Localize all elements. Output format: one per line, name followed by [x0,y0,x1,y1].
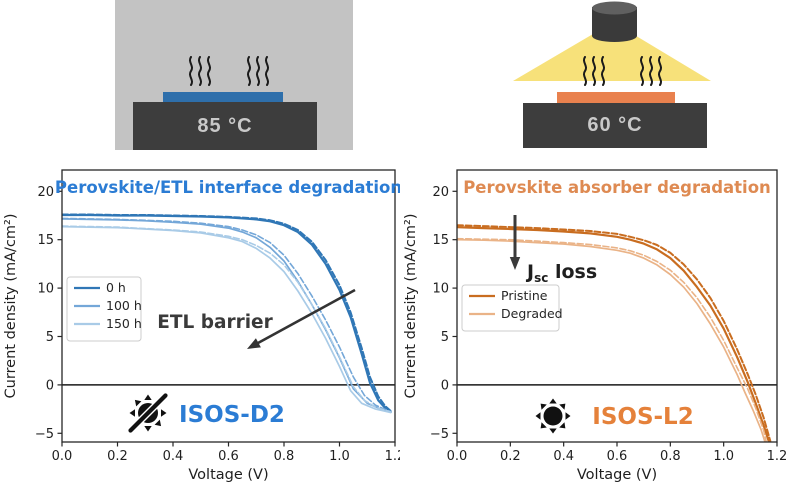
x-tick-label: 0.2 [500,449,521,464]
x-axis-label: Voltage (V) [577,467,657,483]
badge-label: ISOS-L2 [592,404,693,430]
chart-title: Perovskite absorber degradation [463,178,771,197]
x-tick-label: 0.2 [107,449,128,464]
hotplate-temperature: 85 °C [197,114,253,137]
x-tick-label: 0.8 [274,449,295,464]
x-tick-label: 0.4 [163,449,184,464]
y-tick-label: −5 [430,427,449,442]
annotation-arrow [256,288,356,345]
sample-bar-blue [163,92,283,103]
x-tick-label: 1.0 [329,449,350,464]
x-tick-label: 0.0 [447,449,468,464]
y-tick-label: 15 [37,233,54,248]
y-axis-label: Current density (mA/cm²) [3,214,19,399]
dark-heat-schematic: 85 °C [115,0,353,150]
legend-label: 100 h [106,298,142,313]
x-tick-label: 1.2 [767,449,788,464]
chart-title: Perovskite/ETL interface degradation [55,178,400,197]
hotplate: 85 °C [133,102,317,150]
light-soak-schematic: 60 °C [490,0,730,152]
x-tick-label: 0.4 [553,449,574,464]
dark-crossed-sun-icon [128,393,168,433]
sun-icon [535,398,571,434]
legend-label: 0 h [106,280,126,295]
annotation-arrow-head [509,257,521,270]
badge-label: ISOS-D2 [179,402,285,428]
y-tick-label: 15 [432,233,449,248]
series-line-0-h-reverse [62,213,392,412]
annotation-text: ETL barrier [157,312,273,333]
y-axis-label: Current density (mA/cm²) [403,214,419,399]
series-line-pristine-reverse [457,224,772,442]
jv-chart-isos-l2: 0.0 0.2 0.4 0.6 0.8 1.0 1.2 −5 0 5 10 15 20 Voltage (… [403,169,788,483]
jv-chart-isos-d2: 0.0 0.2 0.4 0.6 0.8 1.0 1.2 −5 0 5 10 15 20 Voltage (… [3,169,400,483]
series-line-150-h-reverse [62,225,392,413]
x-tick-label: 0.6 [607,449,628,464]
y-tick-label: 10 [432,282,449,297]
heat-waves-icon [580,56,608,86]
hotplate: 60 °C [523,103,707,148]
hotplate-temperature: 60 °C [587,114,643,136]
sample-bar-orange [557,92,675,103]
legend-label: Pristine [501,288,548,303]
x-tick-label: 1.2 [385,449,400,464]
series-line-degraded-forward [457,238,766,442]
x-tick-label: 0.0 [52,449,73,464]
heat-waves-icon [186,56,214,86]
y-tick-label: 0 [441,378,449,393]
legend-label: Degraded [501,306,563,321]
series-line-pristine-forward [457,226,771,442]
heat-waves-icon [244,56,272,86]
x-tick-label: 1.0 [713,449,734,464]
series-line-100-h-reverse [62,217,392,413]
y-tick-label: 5 [441,330,449,345]
lamp-top [592,1,637,15]
y-tick-label: −5 [35,427,54,442]
annotation-text: Jsc loss [525,261,597,285]
y-tick-label: 0 [46,378,54,393]
y-tick-label: 20 [37,185,54,200]
annotation-arrow-head [247,338,261,349]
y-tick-label: 5 [46,330,54,345]
legend-label: 150 h [106,316,142,331]
series-line-degraded-reverse [457,237,768,442]
x-axis-label: Voltage (V) [188,467,268,483]
x-tick-label: 0.8 [660,449,681,464]
y-tick-label: 20 [432,185,449,200]
x-tick-label: 0.6 [218,449,239,464]
y-tick-label: 10 [37,282,54,297]
heat-waves-icon [637,56,665,86]
